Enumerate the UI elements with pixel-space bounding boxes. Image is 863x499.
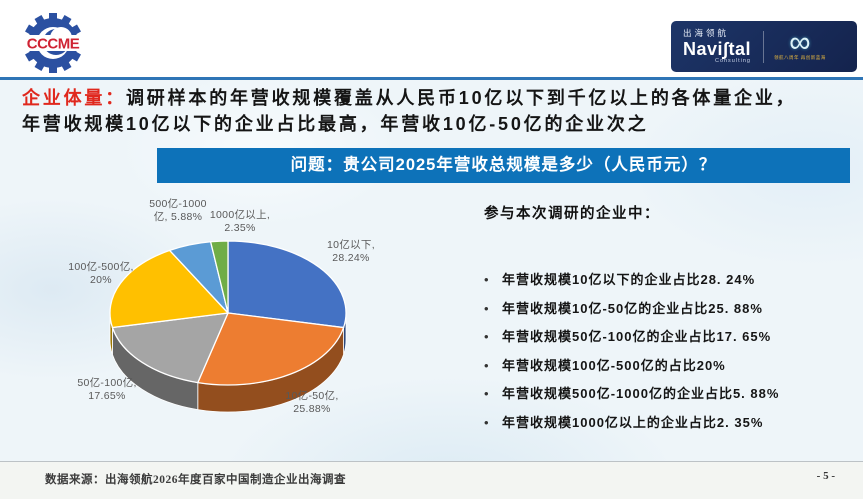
- title-line-2: 年营收规模10亿以下的企业占比最高，年营收10亿-50亿的企业次之: [22, 114, 649, 134]
- pie-label-name: 10亿-50亿,: [285, 390, 339, 402]
- footer-source: 数据来源：出海领航2026年度百家中国制造企业出海调查: [45, 474, 346, 486]
- survey-heading: 参与本次调研的企业中：: [484, 206, 660, 222]
- navistal-cn-label: 出海领航: [683, 28, 730, 38]
- navistal-brand: Navi∫tal: [683, 38, 751, 59]
- footer: 数据来源：出海领航2026年度百家中国制造企业出海调查 - 5 -: [0, 461, 863, 499]
- bullet-dot-icon: •: [484, 300, 490, 316]
- title-lead: 企业体量：: [22, 88, 126, 108]
- pie-label-pct: 25.88%: [293, 403, 331, 415]
- gear-icon: CCCME: [15, 13, 91, 73]
- pie-label-pct: 17.65%: [88, 390, 126, 402]
- pie-label-name: 100亿-500亿,: [68, 261, 134, 273]
- bullet-item: • 年营收规模500亿-1000亿的企业占比5. 88%: [484, 386, 854, 401]
- pie-label: 500亿-1000亿, 5.88%: [147, 198, 209, 224]
- footer-page-number: - 5 -: [816, 470, 835, 482]
- bullet-text: 年营收规模500亿-1000亿的企业占比5. 88%: [502, 386, 780, 401]
- svg-text:CCCME: CCCME: [27, 36, 80, 53]
- bullet-dot-icon: •: [484, 386, 490, 401]
- pie-label-name: 10亿以下,: [327, 239, 375, 251]
- pie-label-name: 500亿-1000亿,: [149, 198, 207, 223]
- navistal-emblem: ∞ 领航八周年 再创新蓝海: [773, 26, 826, 61]
- pie-label: 10亿-50亿, 25.88%: [257, 390, 367, 416]
- bullet-dot-icon: •: [484, 272, 490, 287]
- bullet-text: 年营收规模50亿-100亿的企业占比17. 65%: [502, 329, 772, 344]
- infinity-icon: ∞: [789, 26, 811, 60]
- pie-label-name: 1000亿以上,: [209, 209, 271, 221]
- title-line-1: 调研样本的年营收规模覆盖从人民币10亿以下到千亿以上的各体量企业，: [126, 88, 797, 108]
- pie-label-pct: 28.24%: [332, 252, 370, 264]
- pie-label-pct: 20%: [90, 274, 112, 286]
- bullet-text: 年营收规模10亿-50亿的企业占比25. 88%: [502, 300, 763, 316]
- bullet-dot-icon: •: [484, 414, 490, 430]
- pie-label: 50亿-100亿, 17.65%: [52, 377, 162, 403]
- page-title: 企业体量：调研样本的年营收规模覆盖从人民币10亿以下到千亿以上的各体量企业， 年…: [22, 85, 850, 137]
- bullet-text: 年营收规模100亿-500亿的占比20%: [502, 357, 726, 373]
- header: CCCME 出海领航 Navi∫tal Consulting ∞ 领航八周年 再…: [0, 0, 863, 77]
- pie-label: 100亿-500亿, 20%: [45, 261, 157, 287]
- pie-chart: 10亿以下, 28.24% 10亿-50亿, 25.88% 50亿-100亿, …: [40, 193, 470, 473]
- pie-label: 1000亿以上, 2.35%: [196, 209, 284, 235]
- bullet-item: • 年营收规模50亿-100亿的企业占比17. 65%: [484, 329, 854, 344]
- bullet-text: 年营收规模1000亿以上的企业占比2. 35%: [502, 414, 764, 430]
- bullet-item: • 年营收规模100亿-500亿的占比20%: [484, 358, 854, 373]
- navistal-anniversary-label: 领航八周年 再创新蓝海: [773, 55, 826, 61]
- navistal-consulting-label: Consulting: [714, 57, 751, 64]
- bullet-dot-icon: •: [484, 357, 490, 373]
- bullet-item: • 年营收规模10亿以下的企业占比28. 24%: [484, 272, 854, 287]
- navistal-logo: 出海领航 Navi∫tal Consulting ∞ 领航八周年 再创新蓝海: [671, 21, 857, 72]
- bullet-item: • 年营收规模1000亿以上的企业占比2. 35%: [484, 415, 854, 430]
- pie-label-pct: 2.35%: [224, 222, 256, 234]
- bullet-item: • 年营收规模10亿-50亿的企业占比25. 88%: [484, 301, 854, 316]
- header-divider: [0, 77, 863, 80]
- pie-label: 10亿以下, 28.24%: [296, 239, 406, 265]
- bullet-dot-icon: •: [484, 329, 490, 344]
- navistal-wordmark: 出海领航 Navi∫tal Consulting: [683, 29, 751, 64]
- cccme-logo: CCCME: [15, 13, 91, 73]
- question-banner: 问题：贵公司2025年营收总规模是多少（人民币元）？: [157, 148, 850, 183]
- navistal-divider: [762, 30, 764, 63]
- pie-label-pct: 5.88%: [170, 211, 203, 223]
- bullet-text: 年营收规模10亿以下的企业占比28. 24%: [502, 272, 756, 287]
- pie-label-name: 50亿-100亿,: [77, 377, 137, 389]
- survey-bullet-list: • 年营收规模10亿以下的企业占比28. 24% • 年营收规模10亿-50亿的企业…: [484, 272, 854, 443]
- pie-3d-svg: [109, 240, 347, 413]
